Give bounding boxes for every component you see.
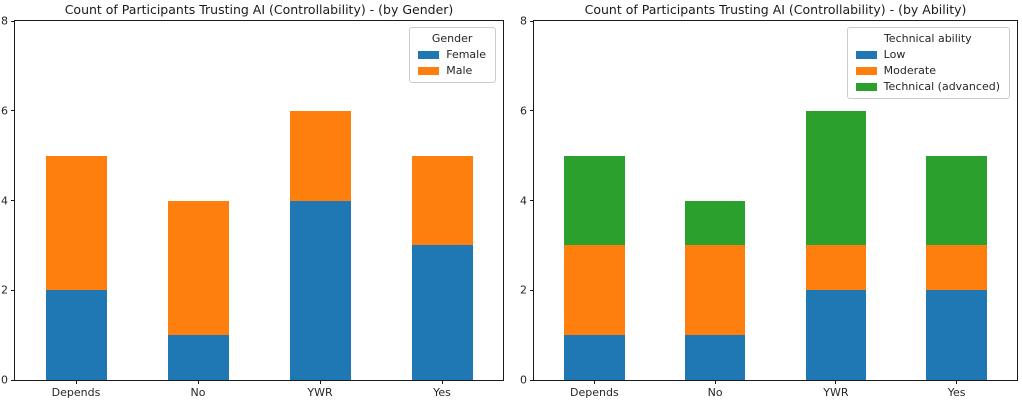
legend-title: Technical ability <box>883 32 972 45</box>
bar-segment-female <box>45 290 107 380</box>
x-tick-mark <box>319 380 321 384</box>
y-tick-mark <box>11 379 15 381</box>
x-tick-mark <box>75 380 77 384</box>
bar-segment-female <box>289 200 351 380</box>
legend-item-female: Female <box>418 48 486 61</box>
bar-segment-male <box>167 200 229 336</box>
bar-segment-technical-advanced <box>564 155 625 246</box>
x-tick-label: Depends <box>51 386 101 399</box>
bar-ywr <box>289 21 351 380</box>
legend-label: Moderate <box>883 64 936 77</box>
y-tick-label: 0 <box>1 373 8 387</box>
bar-yes <box>411 21 473 380</box>
legend: Gender Female Male <box>409 27 496 83</box>
bar-segment-low <box>805 290 867 380</box>
legend-item-technical-advanced: Technical (advanced) <box>855 80 1000 93</box>
bar-segment-moderate <box>805 245 867 291</box>
legend: Technical ability Low Moderate Technical (a… <box>846 27 1010 99</box>
x-tick-mark <box>956 380 958 384</box>
gender-chart-title: Count of Participants Trusting AI (Contr… <box>64 2 454 17</box>
bar-segment-moderate <box>684 245 746 336</box>
x-tick-label: Yes <box>947 386 966 399</box>
bar-segment-female <box>167 335 229 380</box>
y-tick-label: 6 <box>1 104 8 118</box>
bar-segment-technical-advanced <box>805 110 867 246</box>
x-tick-label: No <box>707 386 723 399</box>
ability-chart-title: Count of Participants Trusting AI (Contr… <box>584 2 967 17</box>
bar-segment-female <box>411 245 473 380</box>
y-tick-mark <box>530 200 534 201</box>
bar-segment-low <box>564 335 625 380</box>
y-tick-label: 2 <box>1 283 8 297</box>
y-tick-mark <box>11 110 15 112</box>
bar-segment-technical-advanced <box>684 200 746 246</box>
legend-swatch-female <box>418 50 440 59</box>
legend-label: Technical (advanced) <box>883 80 1000 93</box>
bar-segment-moderate <box>564 245 625 336</box>
y-tick-label: 4 <box>1 194 8 207</box>
bar-no <box>684 21 746 380</box>
bar-segment-male <box>411 155 473 246</box>
gender-chart-axes: 0 2 4 6 8 Depends No YWR Yes Gender Female Male <box>1 16 504 399</box>
y-tick-mark <box>11 20 15 22</box>
legend-label: Female <box>446 48 486 61</box>
bar-yes <box>926 21 987 380</box>
y-tick-label: 8 <box>520 14 527 28</box>
x-tick-mark <box>197 380 199 384</box>
y-tick-label: 8 <box>1 14 8 28</box>
y-tick-label: 2 <box>520 283 527 297</box>
y-tick-mark <box>11 289 15 291</box>
y-tick-mark <box>530 289 534 291</box>
x-tick-label: YWR <box>307 386 333 399</box>
legend-label: Male <box>446 64 473 77</box>
legend-swatch-male <box>418 66 440 75</box>
y-tick-mark <box>530 110 534 112</box>
bar-depends <box>45 21 107 380</box>
legend-item-male: Male <box>418 64 486 77</box>
x-tick-mark <box>714 380 716 384</box>
bar-segment-low <box>926 290 987 380</box>
legend-swatch-low <box>855 50 877 59</box>
bar-segment-low <box>684 335 746 380</box>
ability-chart-axes: 0 2 4 6 8 Depends No YWR Yes Technical ability Low… <box>520 16 1018 399</box>
x-tick-label: Depends <box>570 386 619 399</box>
x-tick-label: Yes <box>433 386 451 399</box>
bar-segment-male <box>289 110 351 201</box>
y-tick-mark <box>11 200 15 201</box>
bar-segment-moderate <box>926 245 987 291</box>
legend-item-low: Low <box>855 48 1000 61</box>
legend-item-moderate: Moderate <box>855 64 1000 77</box>
y-tick-label: 4 <box>520 194 527 207</box>
bar-no <box>167 21 229 380</box>
x-tick-label: YWR <box>823 386 849 399</box>
y-tick-mark <box>530 20 534 22</box>
legend-title: Gender <box>431 32 473 45</box>
x-tick-mark <box>593 380 595 384</box>
bar-depends <box>564 21 625 380</box>
legend-swatch-technical-advanced <box>855 82 877 91</box>
x-tick-label: No <box>190 386 206 399</box>
x-tick-mark <box>835 380 837 384</box>
legend-swatch-moderate <box>855 66 877 75</box>
y-tick-label: 0 <box>520 373 527 387</box>
x-tick-mark <box>441 380 443 384</box>
bar-segment-male <box>45 155 107 291</box>
bar-ywr <box>805 21 867 380</box>
y-tick-mark <box>530 379 534 381</box>
bar-segment-technical-advanced <box>926 155 987 246</box>
legend-label: Low <box>883 48 906 61</box>
y-tick-label: 6 <box>520 104 527 118</box>
